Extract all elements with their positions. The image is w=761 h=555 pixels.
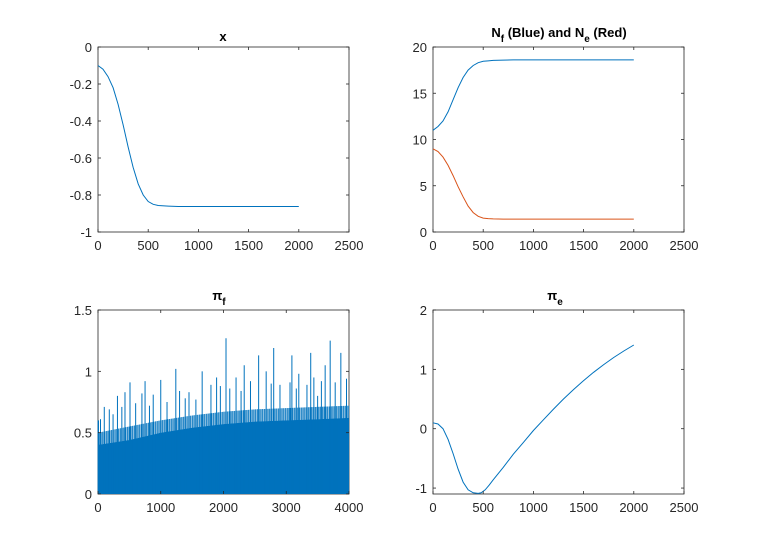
title-subscript: e <box>584 34 590 45</box>
chart-title: πf <box>212 288 226 308</box>
y-tick-label: -0.4 <box>70 114 92 129</box>
x-tick-label: 1000 <box>519 500 548 515</box>
x-tick-label: 2000 <box>619 238 648 253</box>
x-tick-label: 1500 <box>569 238 598 253</box>
x-tick-label: 500 <box>137 238 159 253</box>
y-tick-label: 0 <box>420 422 427 437</box>
chart-title: Nf (Blue) and Ne (Red) <box>491 25 626 45</box>
y-tick-label: 2 <box>420 303 427 318</box>
series-lines <box>432 59 634 220</box>
y-tick-label: -1 <box>415 481 427 496</box>
series-line-1 <box>432 59 634 131</box>
title-part: π <box>547 288 557 303</box>
y-tick-label: -0.2 <box>70 77 92 92</box>
y-tick-label: 1.5 <box>74 303 92 318</box>
x-tick-label: 0 <box>429 500 436 515</box>
x-tick-label: 500 <box>472 500 494 515</box>
x-tick-label: 2000 <box>619 500 648 515</box>
panel-pi-f: πf 0 1000 2000 3000 4000 0 0.5 1 1.5 <box>74 288 364 515</box>
y-tick-label: 0.5 <box>74 426 92 441</box>
title-part: N <box>491 25 500 40</box>
series-line-1 <box>97 65 299 207</box>
x-tick-label: 2500 <box>335 238 364 253</box>
y-tick-label: 15 <box>413 86 427 101</box>
series-lines <box>97 65 299 207</box>
x-tick-label: 2500 <box>670 500 699 515</box>
y-tick-label: 0 <box>420 225 427 240</box>
y-tick-label: -0.6 <box>70 151 92 166</box>
x-tick-label: 3000 <box>272 500 301 515</box>
x-tick-label: 2000 <box>284 238 313 253</box>
x-tick-label: 1000 <box>146 500 175 515</box>
y-tick-label: -1 <box>80 225 92 240</box>
y-tick-label: 1 <box>85 364 92 379</box>
y-tick-label: -0.8 <box>70 188 92 203</box>
x-tick-label: 1500 <box>234 238 263 253</box>
y-ticks: 0 0.5 1 1.5 <box>74 303 349 502</box>
y-tick-label: 10 <box>413 133 427 148</box>
chart-title: πe <box>547 288 563 308</box>
panel-n: Nf (Blue) and Ne (Red) 0 500 1000 1500 2000 2… <box>413 25 699 253</box>
title-part: (Blue) and N <box>504 25 584 40</box>
title-part: (Red) <box>590 25 627 40</box>
panel-pi-e: πe 0 500 1000 1500 2000 2500 210-1 <box>415 288 698 515</box>
x-tick-label: 4000 <box>335 500 364 515</box>
x-ticks: 0 500 1000 1500 2000 2500 <box>429 47 698 253</box>
oscillation-band <box>98 405 349 445</box>
x-tick-label: 2500 <box>670 238 699 253</box>
x-tick-label: 500 <box>472 238 494 253</box>
y-ticks: 2 1 0 -1 <box>415 303 684 496</box>
y-tick-label: 0 <box>85 40 92 55</box>
y-tick-label: 5 <box>420 179 427 194</box>
series-lines <box>432 344 635 494</box>
x-tick-label: 1000 <box>519 238 548 253</box>
y-ticks: 0 5 10 15 20 <box>413 40 684 240</box>
series-line-2 <box>432 148 634 220</box>
x-tick-label: 0 <box>429 238 436 253</box>
x-tick-label: 0 <box>94 500 101 515</box>
x-tick-label: 2000 <box>209 500 238 515</box>
plot-area <box>97 46 350 233</box>
title-subscript: f <box>222 297 226 308</box>
plot-area <box>432 309 685 495</box>
x-tick-label: 1500 <box>569 500 598 515</box>
x-tick-label: 0 <box>94 238 101 253</box>
x-ticks: 0 500 1000 1500 2000 2500 <box>94 47 363 253</box>
series-line-1 <box>432 344 635 494</box>
title-subscript: e <box>557 297 563 308</box>
title-subscript: f <box>501 34 505 45</box>
series-area <box>97 338 350 494</box>
chart-title: x <box>219 29 227 44</box>
y-tick-label: 20 <box>413 40 427 55</box>
x-tick-label: 1000 <box>184 238 213 253</box>
title-part: π <box>212 288 222 303</box>
x-ticks: 0 500 1000 1500 2000 2500 <box>429 310 698 515</box>
plot-area <box>432 46 685 233</box>
x-ticks: 0 1000 2000 3000 4000 <box>94 310 363 515</box>
y-tick-label: 1 <box>420 362 427 377</box>
panel-x: x 0 500 1000 1500 2000 2500 0 -0.2 -0.4 -0.6 -0.8… <box>70 29 364 253</box>
y-tick-label: 0 <box>85 487 92 502</box>
y-ticks: 0 -0.2 -0.4 -0.6 -0.8 -1 <box>70 40 349 240</box>
